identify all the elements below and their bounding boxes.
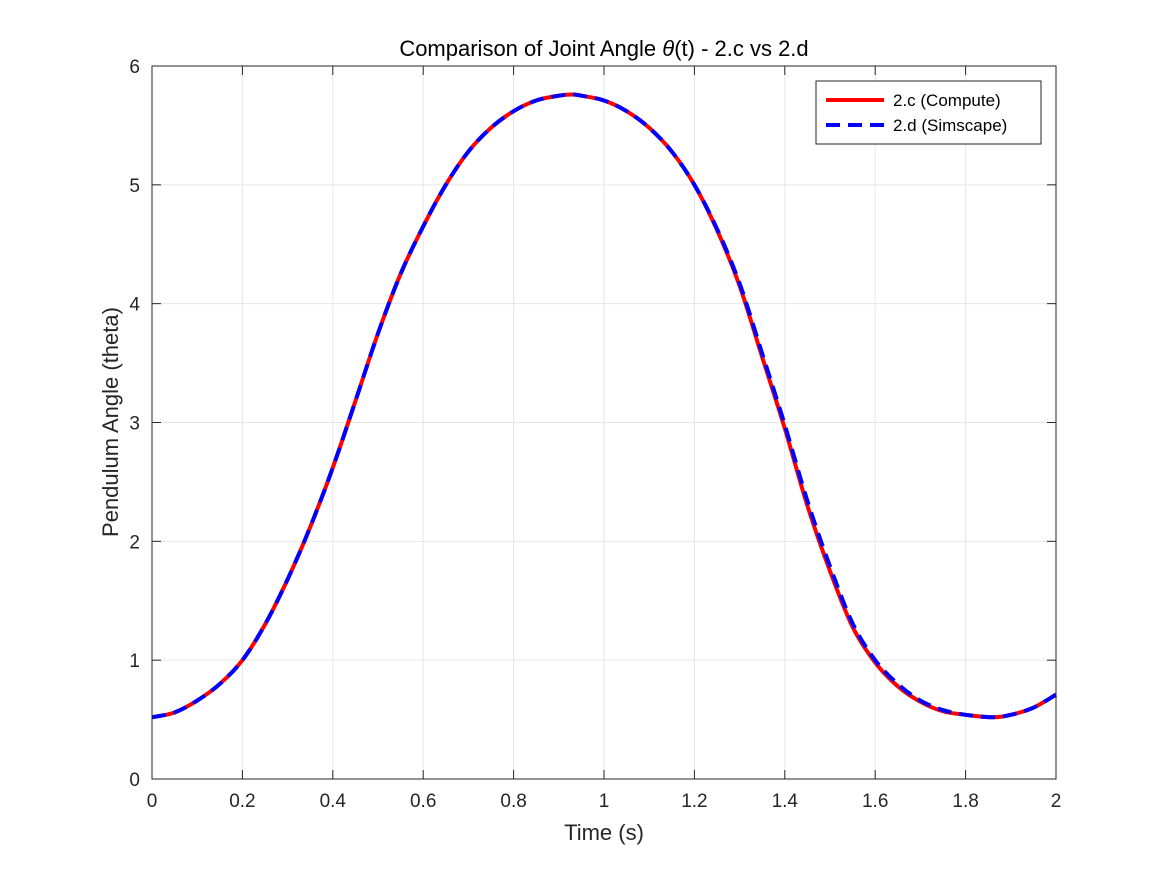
x-tick-label: 1.6 (862, 791, 888, 812)
ticks (151, 65, 1057, 780)
y-tick-label: 1 (129, 651, 140, 672)
series-lines (151, 92, 1058, 720)
x-tick-label: 1 (599, 791, 610, 812)
x-tick-label: 2 (1051, 791, 1062, 812)
legend-box (815, 80, 1042, 145)
series-line-compute (151, 92, 1058, 720)
legend: 2.c (Compute) 2.d (Simscape) (815, 80, 1042, 145)
x-tick-label: 0.4 (320, 791, 347, 812)
y-tick-label: 5 (129, 176, 140, 197)
legend-label-simscape: 2.d (Simscape) (893, 116, 1007, 135)
y-tick-label: 6 (129, 57, 140, 78)
x-tick-label: 1.4 (772, 791, 799, 812)
y-tick-label: 3 (129, 414, 140, 435)
tick-labels: 0 0.2 0.4 0.6 0.8 1 1.2 1.4 1.6 1.8 2 0 1 2 3 4 5 6 (129, 57, 1061, 812)
chart-title: Comparison of Joint Angle θ(t) - 2.c vs … (399, 36, 808, 61)
x-tick-label: 0.6 (410, 791, 436, 812)
x-tick-label: 1.2 (681, 791, 707, 812)
y-axis-title: Pendulum Angle (theta) (98, 307, 123, 537)
x-tick-label: 0.2 (229, 791, 255, 812)
x-tick-label: 0 (147, 791, 158, 812)
x-tick-label: 0.8 (500, 791, 526, 812)
x-tick-label: 1.8 (952, 791, 978, 812)
x-axis-title: Time (s) (564, 820, 644, 845)
y-tick-label: 2 (129, 532, 140, 553)
y-tick-label: 0 (129, 770, 140, 791)
legend-label-compute: 2.c (Compute) (893, 91, 1001, 110)
y-tick-label: 4 (129, 295, 140, 316)
